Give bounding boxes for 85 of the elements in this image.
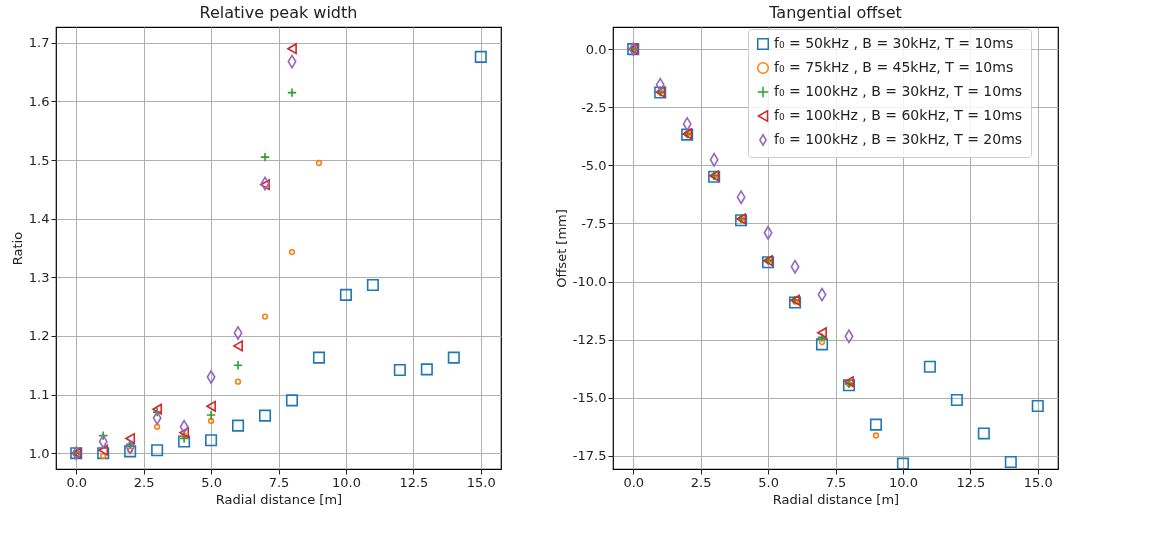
x-tick-label: 7.5 [268, 474, 290, 490]
y-tick-label: -7.5 [581, 215, 607, 231]
point [260, 152, 270, 163]
chart-title: Tangential offset [768, 3, 902, 22]
point [232, 419, 245, 432]
point [1004, 455, 1017, 469]
point [261, 313, 269, 320]
chart-title: Relative peak width [199, 3, 358, 22]
x-tick-label: 15.0 [466, 474, 496, 490]
x-tick-label: 10.0 [331, 474, 361, 490]
y-tick-label: 1.3 [28, 269, 50, 285]
y-tick-label: 1.1 [28, 387, 50, 403]
point [288, 248, 296, 256]
y-tick-label: -17.5 [572, 448, 607, 464]
point [872, 432, 880, 439]
legend-label: f₀ = 100kHz , B = 30kHz, T = 20ms [774, 131, 1023, 147]
point [152, 411, 162, 425]
point [339, 288, 352, 301]
point [815, 338, 829, 351]
x-tick-label: 5.0 [758, 474, 779, 490]
point [206, 370, 216, 384]
point [817, 327, 827, 339]
x-tick-label: 0.0 [66, 474, 88, 490]
point [420, 363, 433, 376]
point [124, 445, 137, 458]
point [682, 117, 692, 131]
point [447, 351, 460, 364]
point [234, 378, 242, 385]
point [151, 444, 164, 457]
point [315, 159, 323, 167]
point [977, 427, 990, 440]
x-tick-label: 2.5 [690, 474, 712, 490]
x-tick-label: 10.0 [888, 474, 918, 490]
x-tick-label: 12.5 [956, 474, 986, 490]
point [233, 326, 243, 340]
y-tick-label: 1.6 [28, 93, 50, 109]
point [393, 363, 406, 376]
x-tick-label: 5.0 [201, 474, 222, 490]
y-axis-title: Offset [mm] [553, 209, 569, 288]
point [153, 423, 161, 430]
y-tick-label: -2.5 [581, 99, 607, 115]
y-axis-title: Ratio [9, 231, 25, 266]
point [1031, 399, 1044, 413]
point [312, 351, 325, 364]
y-tick-label: 0.0 [585, 41, 607, 57]
y-tick-label: -12.5 [572, 332, 607, 348]
legend-label: f₀ = 75kHz , B = 45kHz, T = 10ms [774, 59, 1014, 75]
y-tick-label: -15.0 [572, 390, 607, 406]
y-tick-label: 1.0 [28, 445, 50, 461]
point [896, 457, 909, 469]
point [206, 410, 217, 421]
point [179, 427, 190, 439]
y-tick-label: 1.4 [28, 211, 50, 227]
point [950, 393, 963, 406]
x-tick-label: 12.5 [399, 474, 429, 490]
y-tick-label: 1.5 [28, 152, 50, 168]
x-axis-title: Radial distance [m] [215, 491, 343, 507]
point [258, 409, 272, 422]
x-tick-label: 2.5 [133, 474, 155, 490]
point [206, 400, 216, 412]
x-tick-label: 15.0 [1023, 474, 1053, 490]
point [98, 444, 109, 456]
y-tick-label: 1.2 [28, 328, 50, 344]
y-tick-label: -5.0 [581, 157, 607, 173]
x-axis-title: Radial distance [m] [772, 491, 900, 507]
point [125, 432, 136, 445]
point [233, 340, 243, 352]
point [923, 360, 936, 373]
legend-label: f₀ = 100kHz , B = 30kHz, T = 10ms [774, 83, 1023, 99]
point [205, 434, 218, 447]
point [287, 43, 297, 55]
point [152, 403, 163, 415]
point [474, 50, 487, 63]
x-tick-label: 7.5 [825, 474, 847, 490]
x-tick-label: 0.0 [623, 474, 645, 490]
y-tick-label: 1.7 [28, 35, 50, 51]
point [178, 435, 191, 448]
legend-label: f₀ = 100kHz , B = 60kHz, T = 10ms [774, 107, 1023, 123]
y-tick-label: -10.0 [572, 274, 607, 290]
legend-label: f₀ = 50kHz , B = 30kHz, T = 10ms [774, 35, 1014, 51]
point [869, 418, 882, 431]
point [366, 278, 379, 291]
point [233, 360, 244, 371]
point [207, 417, 215, 425]
point [285, 394, 299, 407]
